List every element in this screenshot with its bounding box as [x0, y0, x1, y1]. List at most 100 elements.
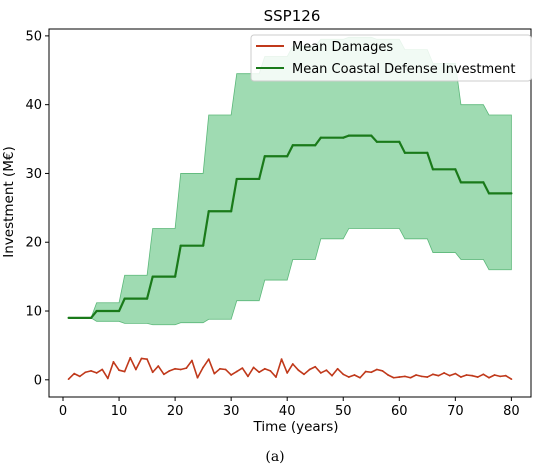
data-point-mean-damages: [510, 378, 513, 381]
data-point-mean-coastal-defense-investment: [482, 181, 485, 184]
data-point-mean-damages: [471, 374, 474, 377]
x-tick-label: 30: [223, 404, 240, 419]
data-point-mean-damages: [280, 358, 283, 361]
data-point-mean-coastal-defense-investment: [510, 192, 513, 195]
y-tick-label: 30: [25, 167, 42, 182]
data-point-mean-damages: [319, 372, 322, 374]
data-point-mean-damages: [336, 367, 339, 370]
data-point-mean-damages: [443, 372, 446, 374]
data-point-mean-coastal-defense-investment: [487, 192, 491, 195]
data-point-mean-coastal-defense-investment: [230, 210, 233, 213]
data-point-mean-coastal-defense-investment: [145, 297, 149, 300]
y-tick-label: 20: [25, 236, 42, 251]
data-point-mean-coastal-defense-investment: [235, 177, 238, 181]
data-point-mean-damages: [140, 357, 143, 360]
data-point-mean-damages: [101, 368, 104, 371]
data-point-mean-damages: [106, 377, 109, 380]
data-point-mean-damages: [179, 368, 182, 371]
data-point-mean-damages: [409, 376, 412, 379]
data-point-mean-coastal-defense-investment: [347, 134, 350, 137]
data-point-mean-damages: [303, 373, 305, 376]
data-point-mean-damages: [90, 369, 92, 372]
data-point-mean-damages: [95, 372, 98, 374]
data-point-mean-damages: [314, 365, 317, 368]
data-point-mean-coastal-defense-investment: [202, 244, 205, 247]
data-point-mean-damages: [331, 374, 333, 377]
data-point-mean-damages: [191, 359, 193, 362]
data-point-mean-damages: [84, 371, 87, 374]
data-point-mean-damages: [286, 372, 289, 374]
x-tick-label: 60: [391, 404, 408, 419]
series-line-mean-damages: [68, 356, 512, 380]
series-line-mean-coastal-defense-investment: [68, 134, 512, 319]
data-point-mean-damages: [437, 374, 440, 377]
y-tick-label: 40: [25, 98, 42, 113]
data-point-mean-damages: [134, 368, 137, 371]
data-point-mean-coastal-defense-investment: [375, 140, 378, 143]
data-point-mean-damages: [460, 376, 462, 378]
data-point-mean-damages: [224, 368, 227, 371]
data-point-mean-coastal-defense-investment: [314, 144, 317, 147]
data-point-mean-damages: [235, 370, 238, 373]
data-point-mean-coastal-defense-investment: [95, 309, 98, 313]
data-point-mean-coastal-defense-investment: [319, 136, 322, 139]
data-point-mean-coastal-defense-investment: [454, 168, 457, 171]
data-point-mean-damages: [398, 376, 401, 378]
data-point-mean-coastal-defense-investment: [117, 309, 121, 313]
data-point-mean-damages: [112, 361, 115, 363]
data-point-mean-damages: [78, 375, 81, 378]
axes-frame: [48, 28, 532, 398]
data-point-mean-damages: [263, 367, 266, 370]
data-point-mean-coastal-defense-investment: [286, 155, 289, 158]
data-point-mean-damages: [202, 366, 205, 369]
data-point-mean-damages: [381, 369, 384, 372]
data-point-mean-damages: [375, 368, 378, 371]
data-point-mean-damages: [308, 368, 311, 371]
data-point-mean-damages: [162, 373, 165, 376]
data-point-mean-coastal-defense-investment: [263, 155, 266, 158]
data-point-mean-damages: [342, 373, 345, 376]
data-point-mean-damages: [347, 376, 350, 378]
data-point-mean-damages: [432, 373, 434, 376]
data-point-mean-damages: [123, 370, 126, 373]
x-tick-label: 10: [111, 404, 128, 419]
data-point-mean-coastal-defense-investment: [179, 244, 182, 247]
data-point-mean-damages: [185, 367, 188, 370]
x-tick-label: 0: [59, 404, 67, 419]
data-point-mean-damages: [258, 371, 261, 374]
data-point-mean-damages: [146, 358, 148, 361]
x-tick-label: 40: [279, 404, 296, 419]
data-point-mean-damages: [67, 378, 70, 381]
data-point-mean-damages: [359, 376, 361, 379]
data-point-mean-damages: [174, 367, 177, 370]
data-point-mean-damages: [219, 367, 221, 370]
data-point-mean-damages: [241, 367, 244, 370]
data-point-mean-damages: [269, 369, 272, 372]
data-point-mean-damages: [129, 356, 132, 359]
x-tick-label: 80: [503, 404, 520, 419]
data-point-mean-damages: [504, 374, 507, 377]
data-point-mean-damages: [151, 371, 154, 374]
data-point-mean-damages: [476, 376, 479, 378]
data-point-mean-damages: [275, 376, 277, 378]
data-point-mean-damages: [252, 366, 255, 369]
legend: Mean Damages Mean Coastal Defense Invest…: [250, 34, 532, 82]
x-tick-label: 50: [335, 404, 352, 419]
data-point-mean-coastal-defense-investment: [174, 275, 177, 278]
data-point-mean-damages: [448, 374, 451, 377]
data-point-mean-coastal-defense-investment: [403, 151, 406, 154]
plot-area: [67, 36, 513, 381]
legend-label-mean-coastal-defense-investment: Mean Coastal Defense Investment: [292, 62, 516, 77]
data-point-mean-coastal-defense-investment: [89, 316, 93, 319]
data-point-mean-damages: [230, 374, 233, 376]
data-point-mean-damages: [387, 374, 389, 376]
data-point-mean-coastal-defense-investment: [291, 144, 294, 147]
data-point-mean-coastal-defense-investment: [431, 168, 435, 171]
data-point-mean-damages: [482, 373, 485, 376]
chart-title: SSP126: [264, 7, 321, 25]
x-tick-label: 70: [447, 404, 464, 419]
data-point-mean-coastal-defense-investment: [370, 134, 373, 137]
data-point-mean-damages: [465, 374, 468, 376]
data-point-mean-damages: [353, 374, 356, 376]
